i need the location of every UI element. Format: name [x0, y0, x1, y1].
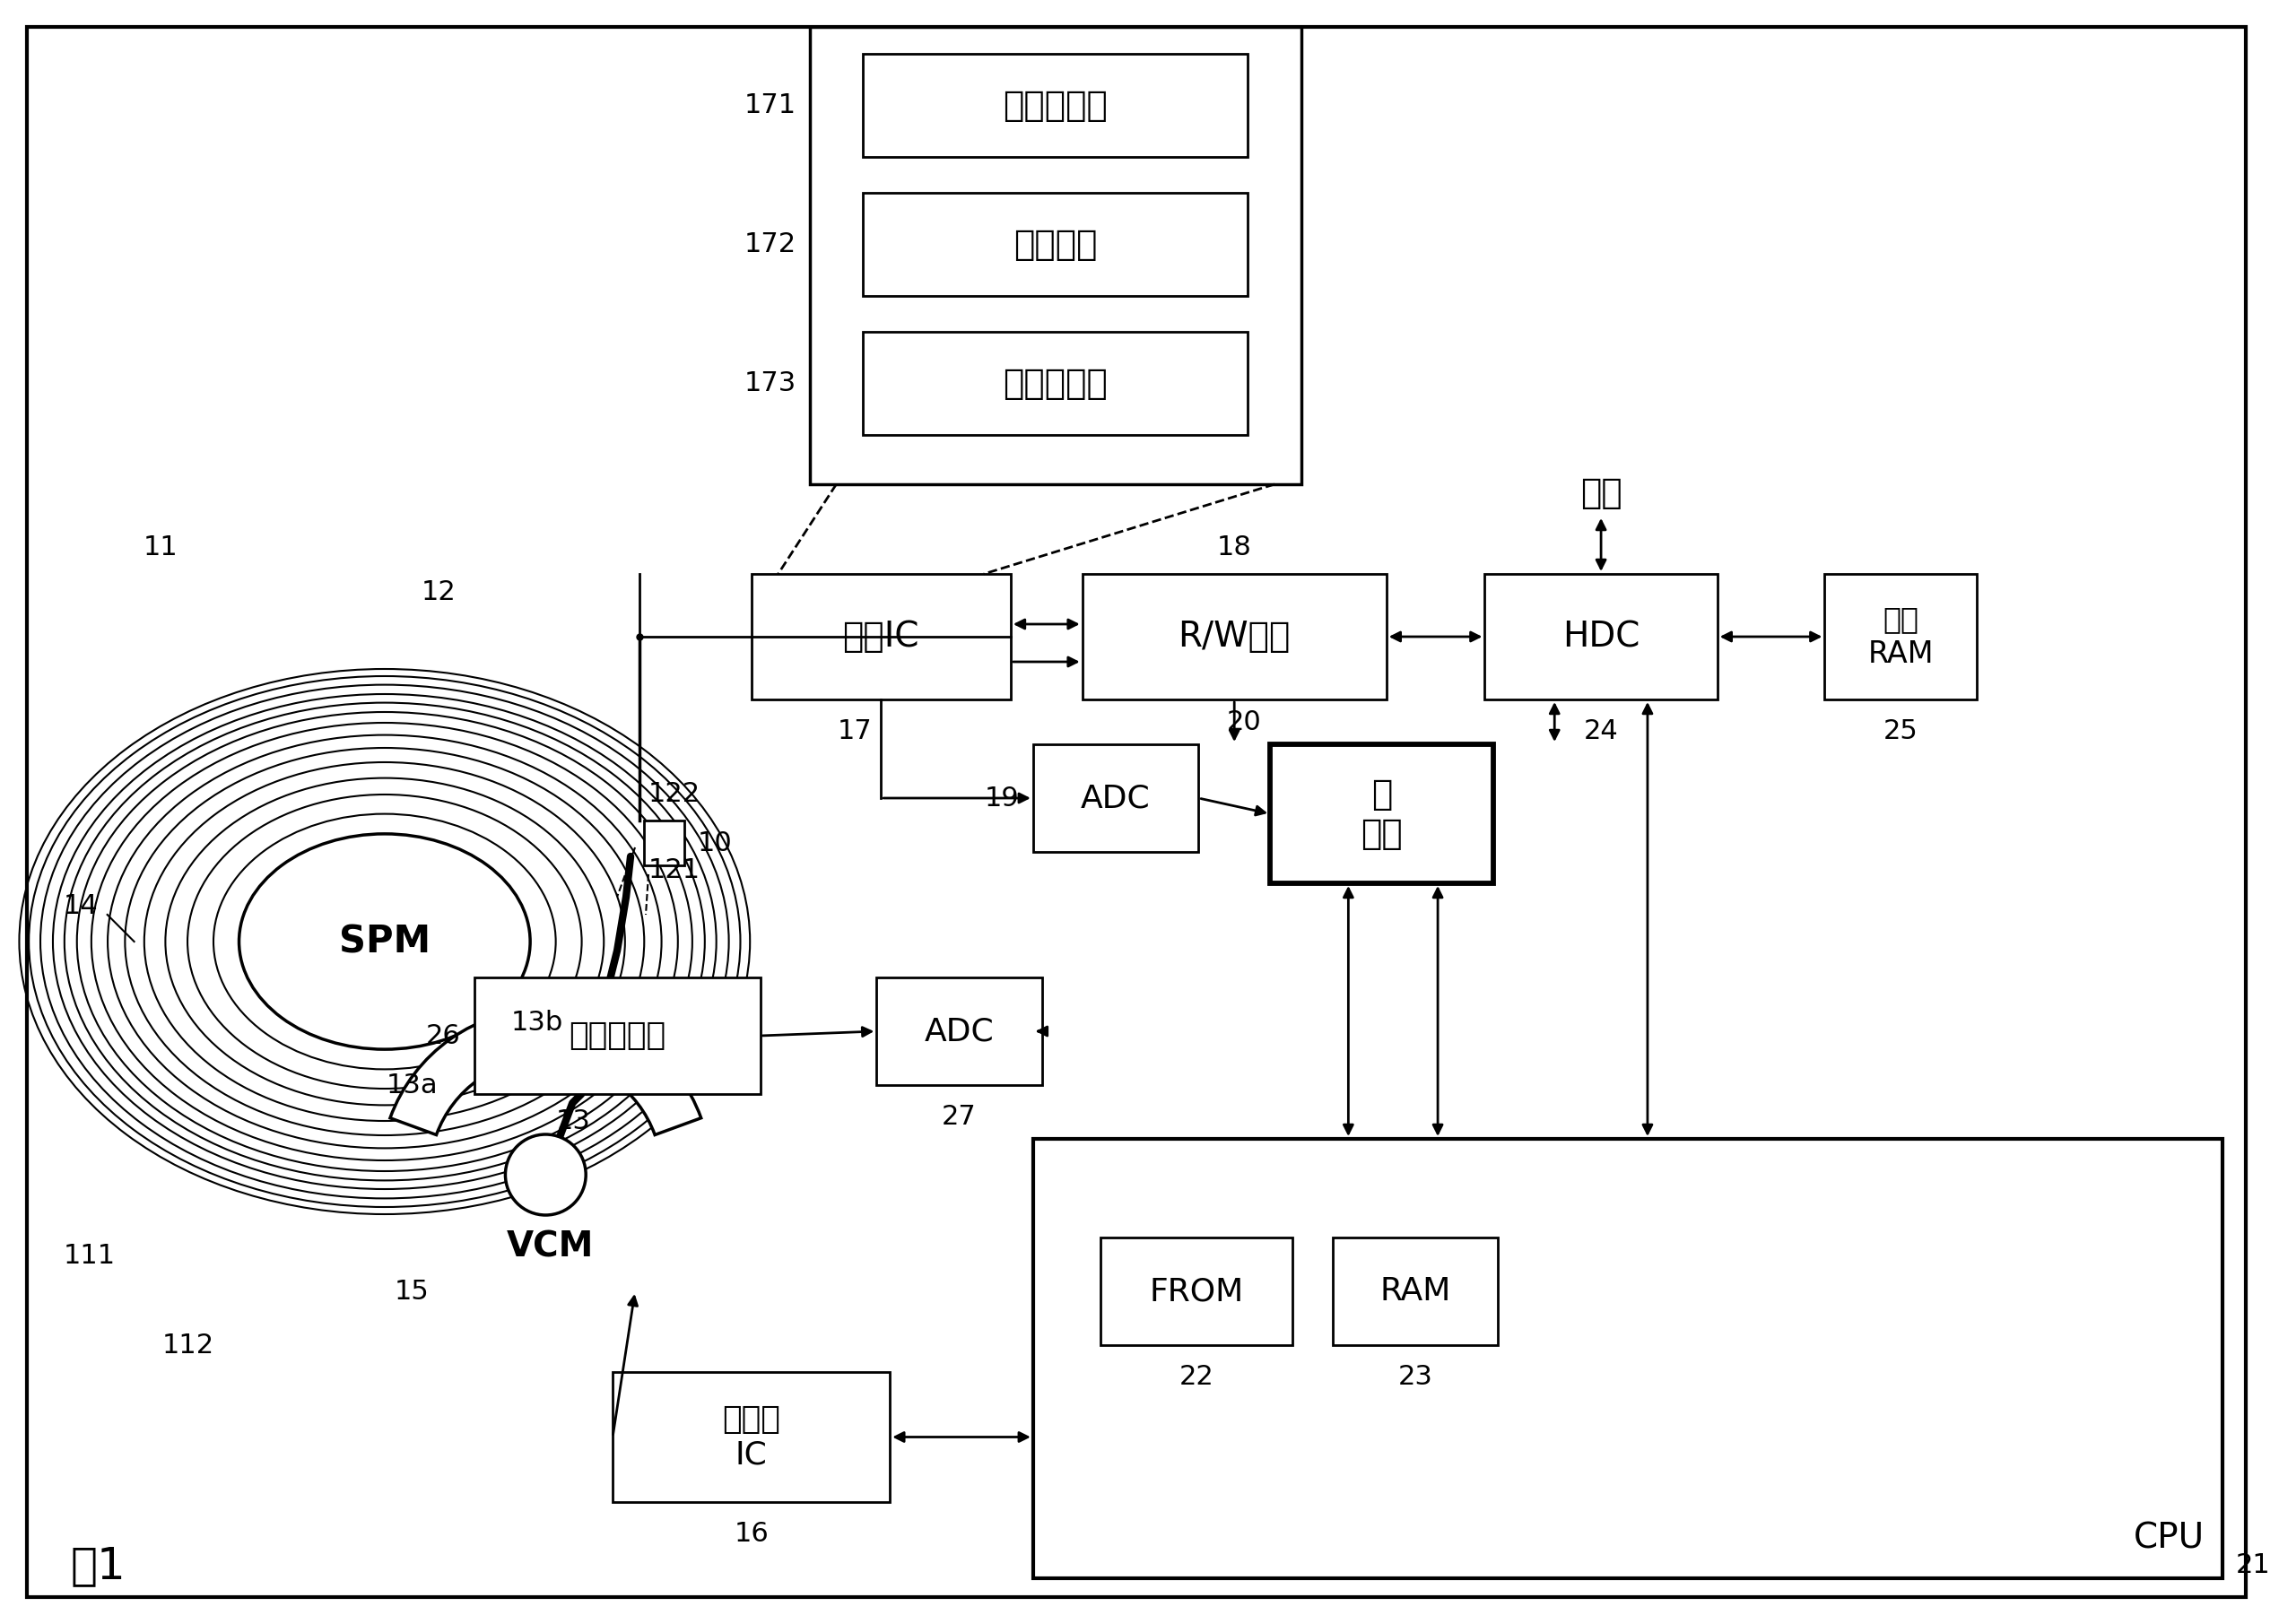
Text: 24: 24 — [1584, 718, 1618, 744]
Text: 25: 25 — [1882, 718, 1919, 744]
Bar — [474, 978, 761, 1095]
Bar — [1269, 744, 1493, 883]
Bar — [1484, 573, 1718, 700]
Text: R/W通道: R/W通道 — [1178, 620, 1290, 654]
Text: 19: 19 — [985, 784, 1019, 810]
Text: 14: 14 — [64, 893, 98, 919]
Text: 173: 173 — [743, 370, 795, 396]
Wedge shape — [390, 1009, 702, 1135]
Bar — [864, 193, 1247, 296]
Text: FROM: FROM — [1149, 1276, 1244, 1307]
Text: 图1: 图1 — [71, 1544, 125, 1587]
Bar — [864, 331, 1247, 435]
Text: SPM: SPM — [340, 922, 431, 960]
Text: 12: 12 — [422, 578, 456, 604]
Text: 13: 13 — [556, 1108, 590, 1134]
Text: 21: 21 — [2236, 1553, 2270, 1579]
Text: ADC: ADC — [1080, 783, 1151, 814]
Bar — [1032, 744, 1199, 853]
Text: 20: 20 — [1226, 708, 1260, 736]
Text: 172: 172 — [743, 231, 795, 257]
Text: ADC: ADC — [925, 1017, 994, 1046]
Text: 缓冲
RAM: 缓冲 RAM — [1869, 604, 1933, 669]
Text: 112: 112 — [162, 1332, 214, 1358]
Text: VCM: VCM — [506, 1229, 595, 1263]
Text: CPU: CPU — [2133, 1520, 2204, 1554]
Ellipse shape — [239, 833, 531, 1049]
Text: 写入放大器: 写入放大器 — [1003, 367, 1108, 401]
Text: 11: 11 — [144, 534, 178, 560]
Text: RAM: RAM — [1379, 1276, 1452, 1307]
Bar — [1101, 1237, 1292, 1345]
Text: 171: 171 — [743, 93, 795, 119]
Text: 读取放大器: 读取放大器 — [1003, 88, 1108, 122]
Text: 主机: 主机 — [1579, 476, 1623, 510]
Text: 122: 122 — [650, 781, 700, 807]
Bar — [1083, 573, 1386, 700]
Ellipse shape — [506, 1135, 586, 1215]
Text: 23: 23 — [1397, 1364, 1433, 1390]
Text: 18: 18 — [1217, 534, 1251, 560]
Text: 13a: 13a — [387, 1072, 438, 1098]
Bar — [1825, 573, 1976, 700]
Text: 门
阵列: 门 阵列 — [1361, 776, 1404, 851]
Bar — [645, 820, 684, 866]
Text: 13b: 13b — [510, 1009, 563, 1034]
Bar — [864, 54, 1247, 158]
Text: 111: 111 — [64, 1242, 116, 1268]
Bar — [877, 978, 1042, 1085]
Text: 26: 26 — [426, 1023, 460, 1049]
Text: 温度传感器: 温度传感器 — [570, 1020, 665, 1051]
Bar — [613, 1372, 891, 1502]
Text: 偏置电路: 偏置电路 — [1014, 227, 1098, 261]
Text: 16: 16 — [734, 1520, 768, 1546]
Text: HDC: HDC — [1563, 620, 1641, 654]
Text: 121: 121 — [650, 857, 700, 883]
Text: 22: 22 — [1178, 1364, 1215, 1390]
Bar — [1032, 1138, 2222, 1579]
Text: 磁头IC: 磁头IC — [843, 620, 918, 654]
Text: 驱动器
IC: 驱动器 IC — [722, 1405, 779, 1470]
Bar — [752, 573, 1010, 700]
Text: 27: 27 — [941, 1103, 978, 1129]
Text: 17: 17 — [839, 718, 873, 744]
Text: 15: 15 — [394, 1278, 428, 1304]
Bar — [809, 28, 1301, 484]
Text: 10: 10 — [697, 830, 732, 856]
Bar — [1333, 1237, 1497, 1345]
